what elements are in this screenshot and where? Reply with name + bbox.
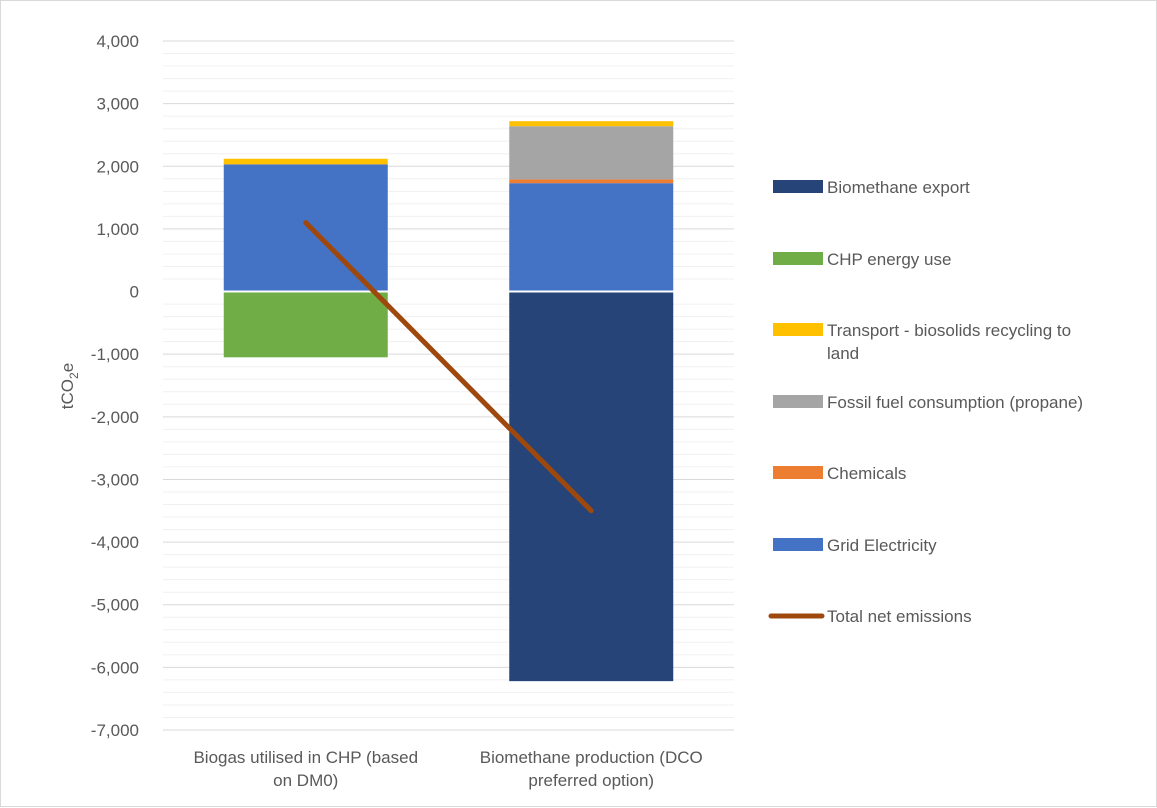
category-label: Biomethane production (DCO xyxy=(480,748,703,767)
legend-swatch xyxy=(773,180,823,193)
y-tick-label: -4,000 xyxy=(91,533,139,552)
legend-label: CHP energy use xyxy=(827,250,951,269)
legend-label: land xyxy=(827,344,859,363)
category-label: Biogas utilised in CHP (based xyxy=(193,748,418,767)
bars xyxy=(223,121,674,682)
bar-segment-chemicals xyxy=(509,179,674,184)
legend: Biomethane export CHP energy use Transport… xyxy=(768,178,1083,626)
x-axis: Biogas utilised in CHP (based on DM0) Biom… xyxy=(193,748,702,790)
legend-label: Chemicals xyxy=(827,464,906,483)
bar-segment-chp-energy-use xyxy=(223,291,388,358)
y-tick-label: 4,000 xyxy=(96,32,139,51)
legend-swatch xyxy=(773,466,823,479)
legend-label: Fossil fuel consumption (propane) xyxy=(827,393,1083,412)
y-tick-label: 1,000 xyxy=(96,220,139,239)
legend-swatch xyxy=(773,252,823,265)
legend-item: Grid Electricity xyxy=(773,536,937,555)
total-net-emissions-line xyxy=(303,220,594,514)
legend-item: Fossil fuel consumption (propane) xyxy=(773,393,1083,412)
category-label: on DM0) xyxy=(273,771,338,790)
y-axis: -7,000 -6,000 -5,000 -4,000 -3,000 -2,000 -1,0… xyxy=(91,32,139,740)
bar-segment-transport-biosolids-recycling-to-land xyxy=(223,158,388,165)
y-tick-label: -2,000 xyxy=(91,408,139,427)
net-emissions-line xyxy=(303,220,594,514)
legend-item: Biomethane export xyxy=(773,178,970,197)
legend-label: Grid Electricity xyxy=(827,536,937,555)
legend-swatch xyxy=(773,395,823,408)
legend-label: Transport - biosolids recycling to xyxy=(827,321,1071,340)
legend-item: CHP energy use xyxy=(773,250,951,269)
legend-swatch xyxy=(773,538,823,551)
bar-segment-biomethane-export xyxy=(509,291,674,682)
y-tick-label: -6,000 xyxy=(91,658,139,677)
bar-segment-transport-biosolids-recycling-to-land xyxy=(509,121,674,127)
y-tick-label: -5,000 xyxy=(91,596,139,615)
y-axis-label: tCO2e xyxy=(58,363,81,409)
legend-label: Biomethane export xyxy=(827,178,970,197)
legend-item: Chemicals xyxy=(773,464,906,483)
category-label: preferred option) xyxy=(528,771,654,790)
y-tick-label: 2,000 xyxy=(96,157,139,176)
y-tick-label: -7,000 xyxy=(91,721,139,740)
y-tick-label: 0 xyxy=(130,283,139,302)
legend-item: Total net emissions xyxy=(768,607,972,626)
bar-segment-grid-electricity xyxy=(509,183,674,292)
legend-item: Transport - biosolids recycling to land xyxy=(773,321,1071,363)
bar-segment-fossil-fuel-consumption-propane- xyxy=(509,126,674,180)
y-tick-label: -1,000 xyxy=(91,345,139,364)
y-tick-label: 3,000 xyxy=(96,95,139,114)
legend-swatch xyxy=(773,323,823,336)
y-tick-label: -3,000 xyxy=(91,470,139,489)
legend-label: Total net emissions xyxy=(827,607,972,626)
bar-segment-grid-electricity xyxy=(223,164,388,292)
